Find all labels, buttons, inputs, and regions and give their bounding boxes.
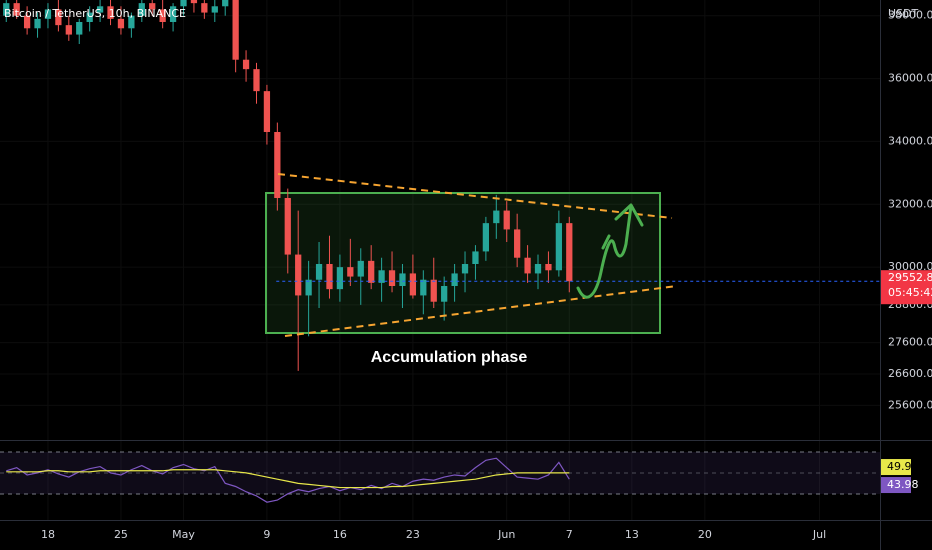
candle-body [117, 18, 125, 29]
candle-body [96, 6, 104, 13]
candle-body [461, 264, 469, 274]
x-tick-label: Jun [497, 528, 515, 541]
x-tick-label: 9 [263, 528, 270, 541]
candle-body [211, 6, 218, 13]
y-tick-label: 30000.00 [888, 260, 932, 273]
arrow-stroke [601, 234, 611, 250]
candle-body [336, 267, 344, 290]
candle-body [441, 286, 448, 302]
rsi-line [6, 457, 570, 503]
last-price-tag [881, 270, 932, 305]
y-tick-label: 27600.00 [888, 336, 932, 349]
candle-body [472, 251, 479, 264]
candle-body [138, 3, 145, 16]
candle-body [368, 260, 375, 283]
rsi-ma-label: 49.98 [887, 460, 919, 473]
candles [3, 0, 880, 371]
candle-body [34, 18, 41, 29]
annotation: Accumulation phase [371, 349, 528, 366]
candle-body [347, 267, 354, 277]
candle-body [149, 3, 156, 10]
arrow-head [614, 203, 644, 227]
x-tick-label: 7 [566, 528, 573, 541]
x-tick-label: 18 [41, 528, 55, 541]
candle-body [169, 6, 177, 22]
candle-body [555, 223, 562, 271]
x-tick-label: 23 [406, 528, 420, 541]
y-tick-label: 25600.00 [888, 398, 932, 411]
trend-line-lower [284, 285, 678, 337]
accumulation-box [265, 192, 661, 334]
candle-body [65, 25, 72, 35]
candle-body [482, 223, 490, 252]
candle-body [23, 15, 31, 29]
candle-body [253, 69, 260, 92]
projection-arrow [576, 204, 633, 299]
candle-body [493, 210, 500, 224]
y-tick-label: 36000.00 [888, 72, 932, 85]
candle-body [514, 229, 521, 258]
candle-body [190, 0, 198, 4]
x-tick-label: Jul [812, 528, 826, 541]
candle-body [274, 132, 281, 198]
candle-body [44, 9, 52, 19]
candle-body [315, 264, 323, 280]
candle-body [76, 22, 83, 35]
x-tick-label: 25 [114, 528, 128, 541]
candle-body [524, 257, 531, 274]
y-tick-label: 26600.00 [888, 367, 932, 380]
currency-label: USDT [888, 7, 919, 20]
x-tick-label: 13 [625, 528, 639, 541]
y-tick-label: 34000.00 [888, 134, 932, 147]
countdown-label: 05:45:42 [888, 286, 932, 299]
y-tick-label: 38000.00 [888, 9, 932, 22]
candle-body [430, 279, 437, 302]
candle-body [378, 270, 385, 283]
candle-body [305, 279, 312, 296]
candle-body [242, 59, 250, 70]
candle-body [357, 260, 364, 277]
candle-body [128, 15, 135, 29]
candle-body [263, 91, 271, 132]
candle-body [503, 210, 510, 230]
candle-body [295, 254, 302, 296]
trend-line-upper [277, 173, 673, 219]
candle-body [388, 270, 396, 286]
x-tick-label: 16 [333, 528, 347, 541]
candle-body [232, 0, 239, 60]
candle-body [3, 3, 10, 16]
candle-body [420, 279, 427, 296]
chart-title: Bitcoin / TetherUS, 10h, BINANCE [4, 7, 186, 20]
rsi-panel [6, 457, 570, 503]
last-price-label: 29552.87 [888, 271, 932, 284]
candle-body [159, 9, 166, 22]
rsi-ma-line [6, 469, 570, 489]
rsi-label: 43.98 [887, 478, 919, 491]
candle-body [201, 3, 208, 13]
candle-body [534, 264, 542, 274]
candle-body [13, 3, 20, 16]
candle-body [55, 9, 62, 26]
candle-body [451, 273, 458, 286]
candle-body [86, 12, 93, 22]
x-tick-label: 20 [698, 528, 712, 541]
candle-body [284, 198, 291, 255]
rsi-tag [881, 477, 911, 494]
candle-body [545, 264, 552, 271]
candle-body [566, 223, 573, 282]
candle-body [107, 6, 114, 19]
candle-body [222, 0, 229, 7]
y-tick-label: 32000.00 [888, 197, 932, 210]
rsi-ma-tag [881, 459, 911, 476]
candle-body [326, 264, 333, 290]
candle-body [180, 0, 187, 7]
candle-body [409, 273, 417, 296]
candle-body [399, 273, 406, 286]
x-tick-label: May [172, 528, 195, 541]
axes: 38000.00 36000.00 34000.00 32000.00 30000.00… [41, 9, 932, 541]
